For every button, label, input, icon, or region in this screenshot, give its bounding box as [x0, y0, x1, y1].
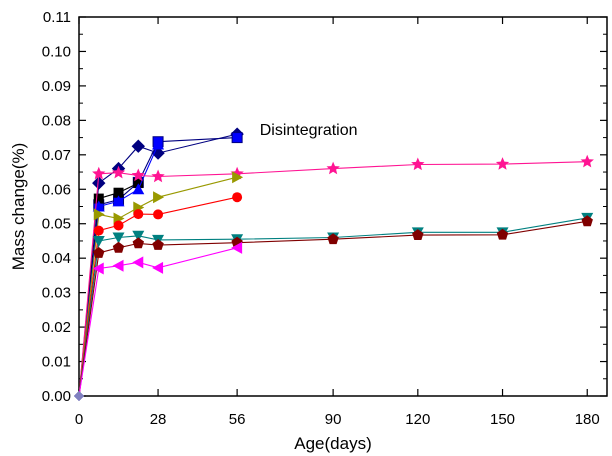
y-tick-label: 0.08 — [42, 112, 71, 129]
marker-circle — [232, 192, 243, 203]
marker-star — [495, 157, 510, 170]
marker-diamond — [131, 139, 146, 153]
x-tick-label: 120 — [405, 411, 430, 428]
y-tick-label: 0.03 — [42, 285, 71, 302]
axis-ticks — [78, 16, 607, 397]
y-tick-label: 0.04 — [42, 250, 71, 267]
marker-triangle-down — [92, 235, 105, 247]
marker-circle — [93, 225, 104, 236]
marker-triangle-right — [153, 191, 165, 204]
x-tick-label: 150 — [490, 411, 515, 428]
y-tick-label: 0.10 — [42, 43, 71, 60]
y-tick-label: 0.01 — [42, 354, 71, 371]
marker-circle — [113, 220, 124, 231]
y-tick-label: 0.02 — [42, 319, 71, 336]
marker-triangle-left — [231, 241, 243, 254]
axis-labels: 0.00 0.01 0.02 0.03 0.04 0.05 0.06 0.07 0.08 0.09… — [42, 9, 600, 428]
marker-circle — [153, 209, 164, 220]
marker-circle — [133, 209, 144, 220]
x-tick-label: 0 — [75, 411, 83, 428]
marker-pentagon — [327, 233, 339, 245]
x-tick-label: 28 — [150, 411, 167, 428]
marker-triangle-right — [93, 208, 105, 221]
marker-star — [411, 157, 425, 171]
plot-frame — [78, 16, 608, 397]
marker-triangle-left — [152, 261, 164, 274]
marker-star — [326, 161, 340, 175]
series-line — [78, 217, 588, 397]
marker-pentagon — [152, 239, 164, 250]
marker-diamond — [92, 176, 106, 190]
annotation-disintegration: Disintegration — [260, 122, 358, 139]
y-tick-label: 0.05 — [42, 216, 71, 233]
marker-triangle-down — [112, 232, 125, 244]
series-line — [78, 182, 139, 397]
y-tick-label: 0.09 — [42, 78, 71, 95]
series-6 — [74, 192, 243, 401]
series-line — [78, 196, 238, 397]
marker-pentagon — [412, 229, 424, 240]
marker-pentagon — [581, 215, 593, 227]
series-8 — [74, 215, 593, 401]
y-tick-label: 0.07 — [42, 147, 71, 164]
series-layer — [74, 127, 594, 401]
series-3 — [74, 138, 165, 401]
plot-area — [78, 16, 608, 397]
x-tick-label: 90 — [325, 411, 342, 428]
marker-square-blue — [231, 132, 243, 144]
marker-origin — [74, 391, 84, 401]
marker-star — [151, 169, 165, 183]
y-axis-title: Mass change(%) — [9, 143, 28, 271]
marker-triangle-left — [92, 262, 104, 275]
marker-triangle-down — [132, 230, 145, 242]
x-tick-label: 180 — [575, 411, 600, 428]
marker-pentagon — [132, 237, 144, 249]
marker-pentagon — [112, 241, 125, 253]
x-tick-label: 56 — [229, 411, 246, 428]
marker-star — [111, 165, 126, 179]
marker-triangle-up — [112, 195, 125, 207]
x-axis-title: Age(days) — [294, 434, 371, 453]
marker-star — [92, 166, 106, 180]
y-tick-label: 0.06 — [42, 181, 71, 198]
marker-pentagon — [496, 228, 509, 240]
series-9 — [74, 241, 243, 401]
marker-star — [131, 168, 145, 182]
series-line — [78, 176, 238, 397]
marker-triangle-up — [132, 183, 145, 195]
y-tick-label: 0.11 — [43, 9, 71, 26]
series-4 — [74, 154, 594, 401]
y-tick-label: 0.00 — [42, 388, 71, 405]
series-line — [78, 220, 588, 397]
marker-pentagon — [93, 247, 105, 258]
marker-triangle-right — [232, 171, 244, 184]
marker-triangle-left — [112, 259, 124, 272]
series-line — [78, 247, 238, 397]
marker-triangle-up — [152, 138, 165, 150]
series-line — [78, 161, 588, 397]
marker-triangle-left — [132, 256, 144, 269]
marker-star — [580, 154, 594, 168]
series-2 — [74, 178, 144, 401]
